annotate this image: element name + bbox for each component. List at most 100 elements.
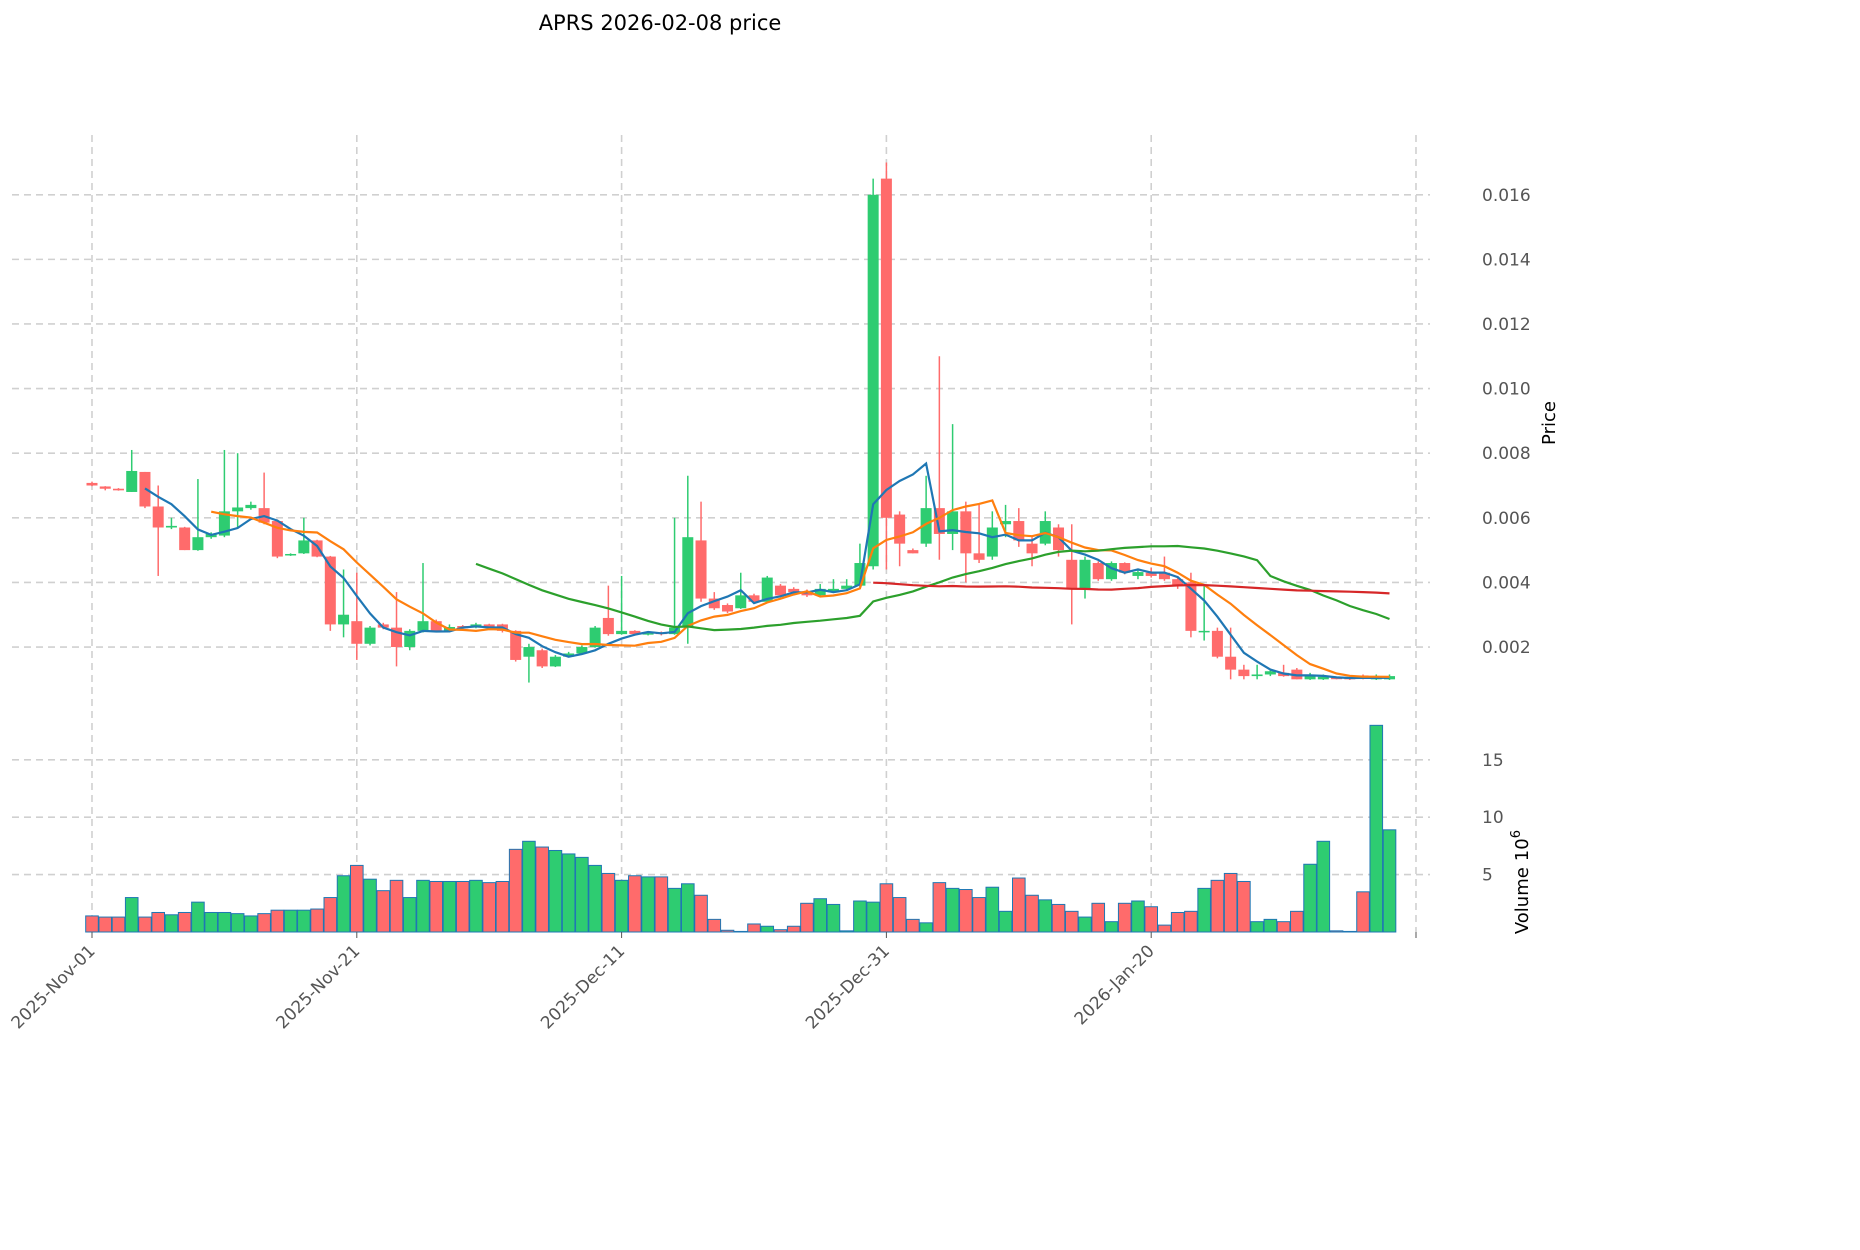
ma60-line bbox=[873, 581, 1390, 595]
volume-bar bbox=[773, 929, 788, 933]
volume-bar bbox=[124, 897, 139, 933]
volume-bar bbox=[1012, 877, 1026, 933]
volume-tick-label: 5 bbox=[1482, 866, 1493, 886]
volume-bar bbox=[998, 910, 1013, 933]
candle-body bbox=[1013, 521, 1025, 541]
candle-body bbox=[1304, 676, 1316, 680]
volume-bar bbox=[1276, 921, 1291, 933]
candle-body bbox=[735, 595, 747, 609]
candle-body bbox=[483, 624, 495, 627]
candle-body bbox=[417, 621, 429, 631]
candle-body bbox=[589, 627, 601, 648]
candle-body bbox=[1026, 543, 1038, 554]
candle-body bbox=[1053, 527, 1065, 551]
volume-bar bbox=[389, 879, 404, 933]
candle-body bbox=[973, 553, 985, 560]
volume-bar bbox=[164, 914, 179, 933]
volume-bar bbox=[720, 929, 735, 933]
candle-body bbox=[218, 511, 230, 536]
volume-bar bbox=[508, 848, 523, 933]
price-tick-label: 0.008 bbox=[1482, 444, 1531, 464]
volume-bar bbox=[350, 864, 364, 933]
volume-bar bbox=[469, 879, 483, 933]
volume-bar bbox=[1170, 911, 1185, 933]
volume-bar bbox=[667, 887, 682, 933]
candle-body bbox=[271, 521, 283, 557]
volume-bar bbox=[323, 897, 338, 933]
volume-axis-label: Volume106 bbox=[1509, 830, 1533, 934]
volume-bar bbox=[217, 911, 232, 933]
candle-body bbox=[629, 630, 641, 635]
date-tick-label: 2025-Dec-11 bbox=[537, 941, 629, 1033]
volume-bar bbox=[1290, 910, 1304, 933]
candle-body bbox=[1066, 559, 1078, 589]
candle-body bbox=[165, 525, 177, 528]
candle-body bbox=[748, 595, 760, 602]
volume-bar bbox=[244, 915, 258, 933]
candle-body bbox=[1079, 559, 1091, 589]
candle-body bbox=[404, 630, 416, 648]
price-tick-label: 0.002 bbox=[1482, 638, 1531, 658]
candle-body bbox=[576, 647, 588, 654]
axis-ticks: 0.002 0.004 0.006 0.008 0.010 0.012 0.014 0.016… bbox=[8, 186, 1531, 1034]
volume-bar bbox=[641, 876, 655, 933]
candle-body bbox=[324, 556, 336, 625]
volume-bar bbox=[628, 875, 642, 933]
candle-body bbox=[761, 577, 773, 602]
volume-bar bbox=[733, 930, 748, 933]
candle-body bbox=[1158, 572, 1170, 580]
volume-bar bbox=[363, 878, 377, 933]
candle-body bbox=[880, 178, 892, 518]
volume-bar bbox=[442, 880, 457, 933]
volume-bar bbox=[1329, 930, 1344, 933]
date-tick-label: 2025-Nov-01 bbox=[8, 941, 100, 1033]
candle-body bbox=[152, 506, 164, 528]
candle-body bbox=[867, 194, 879, 567]
volume-bar bbox=[892, 897, 907, 933]
volume-bar bbox=[455, 880, 470, 933]
candle-body bbox=[907, 550, 919, 554]
candle-body bbox=[854, 563, 866, 586]
volume-bar bbox=[1117, 902, 1132, 933]
volume-bar bbox=[151, 911, 165, 933]
volume-bar bbox=[138, 916, 152, 933]
volume-bar bbox=[588, 864, 602, 933]
volume-bar bbox=[482, 882, 496, 933]
candle-body bbox=[986, 527, 998, 557]
volume-bar bbox=[1343, 930, 1357, 933]
volume-bar bbox=[654, 876, 669, 933]
volume-bar bbox=[85, 915, 99, 933]
volume-bar bbox=[866, 901, 880, 933]
candle-body bbox=[695, 540, 707, 599]
volume-bar bbox=[191, 901, 205, 933]
volume-bar bbox=[1210, 879, 1225, 933]
volume-bar bbox=[1038, 899, 1053, 933]
candle-body bbox=[1132, 572, 1144, 576]
date-tick-label: 2026-Jan-20 bbox=[1071, 941, 1159, 1029]
volume-bar bbox=[561, 853, 576, 933]
candle-body bbox=[536, 650, 548, 667]
ma5-line bbox=[144, 461, 1390, 680]
volume-bar bbox=[111, 916, 126, 933]
volume-bar bbox=[429, 880, 444, 933]
volume-bar bbox=[1157, 924, 1172, 933]
candle-body bbox=[827, 588, 839, 593]
volume-tick-label: 15 bbox=[1482, 751, 1504, 771]
candle-body bbox=[1119, 563, 1131, 573]
price-tick-label: 0.016 bbox=[1482, 186, 1531, 206]
volume-bar bbox=[204, 911, 218, 933]
volume-bar bbox=[310, 908, 324, 933]
candle-body bbox=[1251, 674, 1263, 677]
date-tick-label: 2025-Dec-31 bbox=[802, 941, 894, 1033]
volume-bar bbox=[1184, 910, 1198, 933]
volume-bar bbox=[402, 897, 417, 933]
volume-bar bbox=[1316, 840, 1331, 933]
volume-bar bbox=[548, 849, 563, 933]
volume-bar bbox=[376, 890, 391, 933]
candles bbox=[86, 162, 1396, 683]
volume-bar bbox=[800, 902, 814, 933]
candle-body bbox=[126, 470, 138, 492]
chart-title: APRS 2026-02-08 price bbox=[539, 11, 782, 35]
candle-body bbox=[430, 621, 442, 631]
price-axis-label: Price bbox=[1539, 401, 1560, 445]
